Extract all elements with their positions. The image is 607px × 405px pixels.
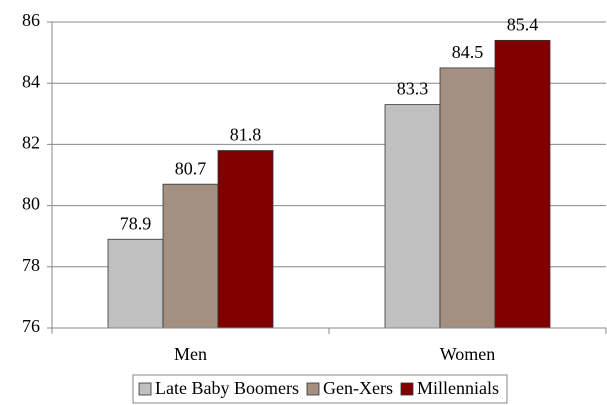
legend-label: Gen-Xers [323,378,393,398]
legend-label: Millennials [417,378,499,398]
bar [384,104,441,329]
data-label: 85.4 [507,14,539,34]
legend-swatch [400,382,414,396]
legend-label: Late Baby Boomers [155,378,299,398]
y-tick-label: 86 [22,10,40,30]
y-tick-label: 76 [22,316,40,336]
bar [439,67,496,329]
data-label: 83.3 [397,79,429,99]
y-tick-label: 78 [22,255,40,275]
legend-swatch [138,382,152,396]
data-label: 80.7 [175,158,207,178]
bar [217,150,274,329]
y-tick-label: 84 [22,71,40,91]
data-label: 81.8 [230,125,262,145]
bar [494,39,551,329]
bar [107,238,164,329]
legend-box [132,374,508,404]
bar [162,183,219,329]
data-label: 84.5 [452,42,484,62]
y-tick-label: 80 [22,194,40,214]
legend-swatch [306,382,320,396]
x-tick-label: Men [174,344,207,364]
data-label: 78.9 [120,213,152,233]
x-tick-label: Women [440,344,496,364]
y-tick-label: 82 [22,133,40,153]
